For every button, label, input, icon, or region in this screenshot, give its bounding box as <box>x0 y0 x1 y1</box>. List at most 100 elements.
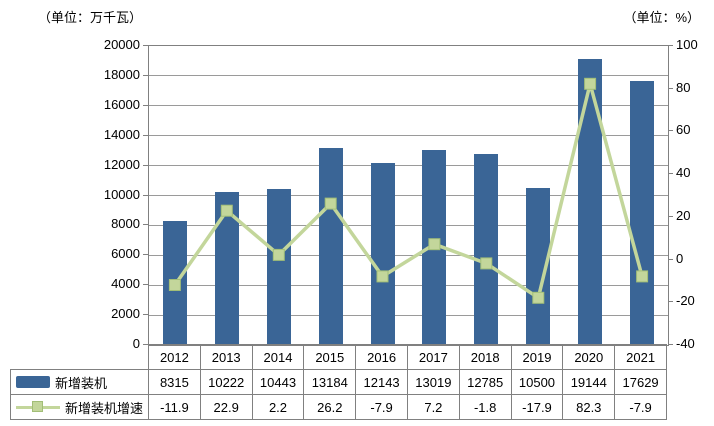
value-cell: 10500 <box>510 369 564 395</box>
bar-2018 <box>474 153 499 345</box>
y-axis-left-tick <box>143 134 148 136</box>
y-axis-right-tick <box>668 130 673 132</box>
line-marker-2012 <box>168 279 181 291</box>
table-corner-blank <box>11 345 149 370</box>
year-cell: 2021 <box>614 344 667 370</box>
y-axis-left-tick <box>143 224 148 226</box>
y-axis-left-tick <box>143 164 148 166</box>
legend-line-swatch <box>16 400 60 414</box>
bar-2021 <box>630 81 655 345</box>
value-cell: 26.2 <box>303 394 357 420</box>
value-cell: 13184 <box>303 369 357 395</box>
year-cell: 2013 <box>199 344 253 370</box>
bar-2016 <box>370 163 395 345</box>
y-axis-left-tick-label: 12000 <box>103 156 140 172</box>
y-axis-left-tick-label: 4000 <box>111 276 140 292</box>
y-axis-left-tick <box>143 254 148 256</box>
year-cell: 2016 <box>355 344 408 370</box>
value-cell: -11.9 <box>148 394 201 420</box>
value-cell: 2.2 <box>251 394 305 420</box>
bar-2014 <box>266 188 291 345</box>
growth-line-layer <box>168 77 649 304</box>
legend-entry: 新增装机增速 <box>12 398 148 417</box>
y-axis-right-tick-label: 100 <box>676 37 698 52</box>
y-axis-right-tick <box>668 173 673 175</box>
line-marker-2018 <box>480 257 493 270</box>
y-axis-right-tick <box>668 87 673 89</box>
y-axis-left-tick-label: 16000 <box>103 96 140 112</box>
legend-bar-swatch <box>16 376 50 388</box>
line-marker-2019 <box>532 291 545 304</box>
value-cell: 17629 <box>614 369 667 395</box>
table-row-growth: 新增装机增速 -11.9 22.9 2.2 26.2 -7.9 7.2 -1.8 -17.9 82… <box>10 394 667 420</box>
grid-line <box>149 254 668 256</box>
y-axis-left-tick <box>143 284 148 286</box>
series-name-label: 新增装机增速 <box>65 400 144 416</box>
year-cell: 2014 <box>251 344 305 370</box>
left-unit-label: （单位：万千瓦） <box>38 10 143 25</box>
grid-line <box>149 105 668 107</box>
value-cell: 82.3 <box>562 394 616 420</box>
value-cell: 12143 <box>355 369 408 395</box>
bar-2020 <box>578 58 603 345</box>
value-cell: 8315 <box>148 369 201 395</box>
y-axis-right-tick-label: -20 <box>676 293 695 309</box>
value-cell: -7.9 <box>355 394 408 420</box>
value-cell: 10443 <box>251 369 305 395</box>
value-cell: -1.8 <box>458 394 512 420</box>
legend-cell: 新增装机增速 <box>10 394 149 420</box>
line-marker-2017 <box>428 238 441 251</box>
y-axis-right-tick-label: 80 <box>676 79 691 95</box>
table-row-years: 2012 2013 2014 2015 2016 2017 2018 2019 2020 2021 <box>11 344 667 370</box>
grid-line <box>149 135 668 137</box>
grid-line <box>149 314 668 316</box>
year-cell: 2019 <box>510 344 564 370</box>
value-cell: -7.9 <box>614 394 667 420</box>
y-axis-left-tick-label: 6000 <box>111 246 140 262</box>
y-axis-left-tick-label: 8000 <box>111 216 140 232</box>
data-table: 2012 2013 2014 2015 2016 2017 2018 2019 2020 2021… <box>10 344 667 420</box>
y-axis-right-tick-label: -40 <box>676 336 695 351</box>
value-cell: 13019 <box>406 369 460 395</box>
grid-line <box>149 195 668 196</box>
y-axis-left-tick-label: 14000 <box>103 126 140 142</box>
y-axis-left-tick-label: 0 <box>132 336 140 351</box>
y-axis-left-tick <box>143 194 148 196</box>
y-axis-right-tick-label: 0 <box>676 250 684 266</box>
y-axis-right-tick-label: 40 <box>676 165 691 181</box>
year-cell: 2015 <box>303 344 357 370</box>
plot-area <box>148 45 669 346</box>
value-cell: 7.2 <box>406 394 460 420</box>
y-axis-left-tick-label: 10000 <box>103 186 140 202</box>
year-cell: 2018 <box>458 344 512 370</box>
y-axis-right-tick-label: 20 <box>676 207 691 223</box>
line-marker-2014 <box>272 248 285 261</box>
line-marker-2021 <box>636 270 649 283</box>
y-axis-left-tick <box>143 45 148 46</box>
value-cell: 12785 <box>458 369 512 395</box>
grid-line <box>149 284 668 286</box>
y-axis-left-tick <box>143 344 148 345</box>
table-row-installed: 新增装机 8315 10222 10443 13184 12143 13019 12785 10… <box>10 369 667 395</box>
value-cell: 10222 <box>199 369 253 395</box>
right-unit-label: （单位：%） <box>623 10 700 25</box>
y-axis-left-tick-label: 20000 <box>103 37 140 52</box>
legend-entry: 新增装机 <box>12 373 148 392</box>
y-axis-left-tick-label: 2000 <box>111 306 140 322</box>
y-axis-left-tick <box>143 74 148 76</box>
y-axis-left-tick-label: 18000 <box>103 66 140 82</box>
year-cell: 2020 <box>562 344 616 370</box>
year-cell: 2017 <box>406 344 460 370</box>
value-cell: -17.9 <box>510 394 564 420</box>
y-axis-right-tick <box>668 258 673 260</box>
legend-line-marker <box>32 400 43 412</box>
y-axis-right-tick <box>668 301 673 303</box>
value-cell: 19144 <box>562 369 616 395</box>
line-marker-2020 <box>584 77 597 90</box>
grid-line <box>149 224 668 226</box>
line-marker-2015 <box>324 197 337 210</box>
line-marker-2013 <box>220 204 233 217</box>
grid-line <box>149 165 668 167</box>
y-axis-left-tick <box>143 104 148 106</box>
